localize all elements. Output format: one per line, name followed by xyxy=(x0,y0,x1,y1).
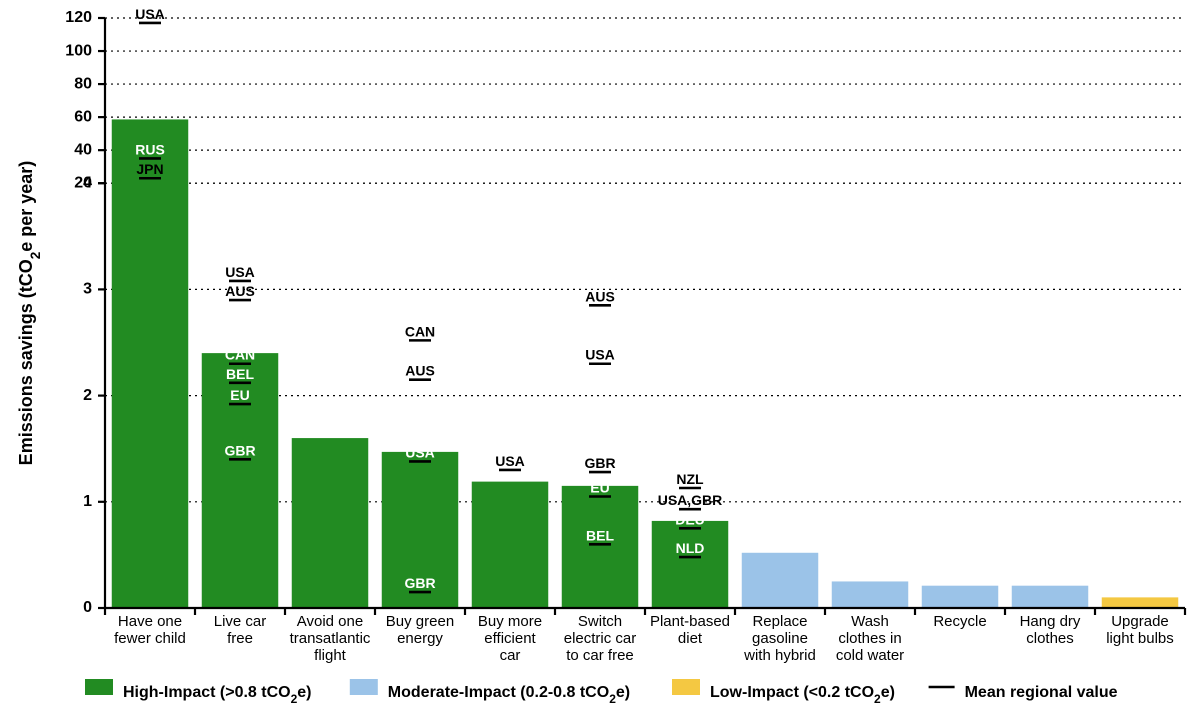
regional-marker-label: USA xyxy=(135,6,165,22)
regional-marker-label: GBR xyxy=(224,442,255,458)
category-label: Live car xyxy=(214,613,267,630)
bar-electric-car xyxy=(562,486,639,608)
y-tick-label: 120 xyxy=(65,9,92,26)
category-label: Avoid one xyxy=(297,613,363,630)
bar-cold-wash xyxy=(832,581,909,608)
regional-marker-label: BEL xyxy=(586,527,614,543)
bar-recycle xyxy=(922,586,999,608)
category-label: fewer child xyxy=(114,630,186,647)
y-tick-label: 2 xyxy=(83,387,92,404)
y-tick-label: 60 xyxy=(74,108,92,125)
regional-marker-label: AUS xyxy=(405,363,435,379)
y-tick-label: 20 xyxy=(74,174,92,191)
regional-marker-label: AUS xyxy=(225,283,255,299)
category-label: Upgrade xyxy=(1111,613,1169,630)
category-label: free xyxy=(227,630,253,647)
regional-marker-label: DEU xyxy=(675,511,705,527)
regional-marker-label: BEL xyxy=(226,366,254,382)
category-label: Have one xyxy=(118,613,182,630)
category-label: Buy green xyxy=(386,613,454,630)
category-label: Wash xyxy=(851,613,889,630)
category-label: car xyxy=(500,647,521,664)
category-label: efficient xyxy=(484,630,536,647)
category-label: cold water xyxy=(836,647,904,664)
bar-hybrid xyxy=(742,553,819,608)
regional-marker-label: EU xyxy=(230,387,249,403)
regional-marker-label: USA xyxy=(225,264,255,280)
regional-marker-label: AUS xyxy=(585,288,615,304)
bar-hang-dry xyxy=(1012,586,1089,608)
bar-fewer-child xyxy=(112,119,189,608)
bar-plant-diet xyxy=(652,521,729,608)
y-tick-label: 1 xyxy=(83,493,92,510)
category-label: Recycle xyxy=(933,613,986,630)
category-label: with hybrid xyxy=(743,647,816,664)
regional-marker-label: USA xyxy=(495,453,525,469)
y-tick-label: 80 xyxy=(74,75,92,92)
category-label: Buy more xyxy=(478,613,542,630)
regional-marker-label: RUS xyxy=(135,141,165,157)
regional-marker-label: USA xyxy=(405,444,435,460)
category-label: Plant-based xyxy=(650,613,730,630)
regional-marker-label: CAN xyxy=(225,347,255,363)
y-tick-label: 3 xyxy=(83,281,92,298)
category-label: to car free xyxy=(566,647,634,664)
regional-marker-label: USA xyxy=(585,347,615,363)
category-label: Hang dry xyxy=(1020,613,1081,630)
legend-swatch-low xyxy=(672,679,700,695)
y-tick-label: 0 xyxy=(83,599,92,616)
bar-efficient-car xyxy=(472,482,549,608)
category-label: Replace xyxy=(752,613,807,630)
regional-marker-label: JPN xyxy=(136,161,163,177)
category-label: energy xyxy=(397,630,443,647)
category-label: Switch xyxy=(578,613,622,630)
regional-marker-label: GBR xyxy=(584,455,615,471)
category-label: transatlantic xyxy=(290,630,371,647)
category-label: diet xyxy=(678,630,703,647)
regional-marker-label: NLD xyxy=(676,540,705,556)
category-label: clothes in xyxy=(838,630,901,647)
regional-marker-label: CAN xyxy=(405,323,435,339)
regional-marker-label: NZL xyxy=(676,471,704,487)
category-label: flight xyxy=(314,647,347,664)
legend-label-marker: Mean regional value xyxy=(965,684,1118,701)
category-label: clothes xyxy=(1026,630,1074,647)
bar-flight xyxy=(292,438,369,608)
category-label: gasoline xyxy=(752,630,808,647)
legend-swatch-moderate xyxy=(350,679,378,695)
regional-marker-label: USA,GBR xyxy=(658,492,723,508)
category-label: light bulbs xyxy=(1106,630,1174,647)
regional-marker-label: GBR xyxy=(404,575,435,591)
category-label: electric car xyxy=(564,630,637,647)
y-tick-label: 100 xyxy=(65,42,92,59)
regional-marker-label: EU xyxy=(590,479,609,495)
y-tick-label: 40 xyxy=(74,141,92,158)
emissions-bar-chart: 0123420406080100120USARUSJPNUSAAUSCANBEL… xyxy=(0,0,1200,715)
legend-swatch-high xyxy=(85,679,113,695)
bar-light-bulbs xyxy=(1102,597,1179,608)
